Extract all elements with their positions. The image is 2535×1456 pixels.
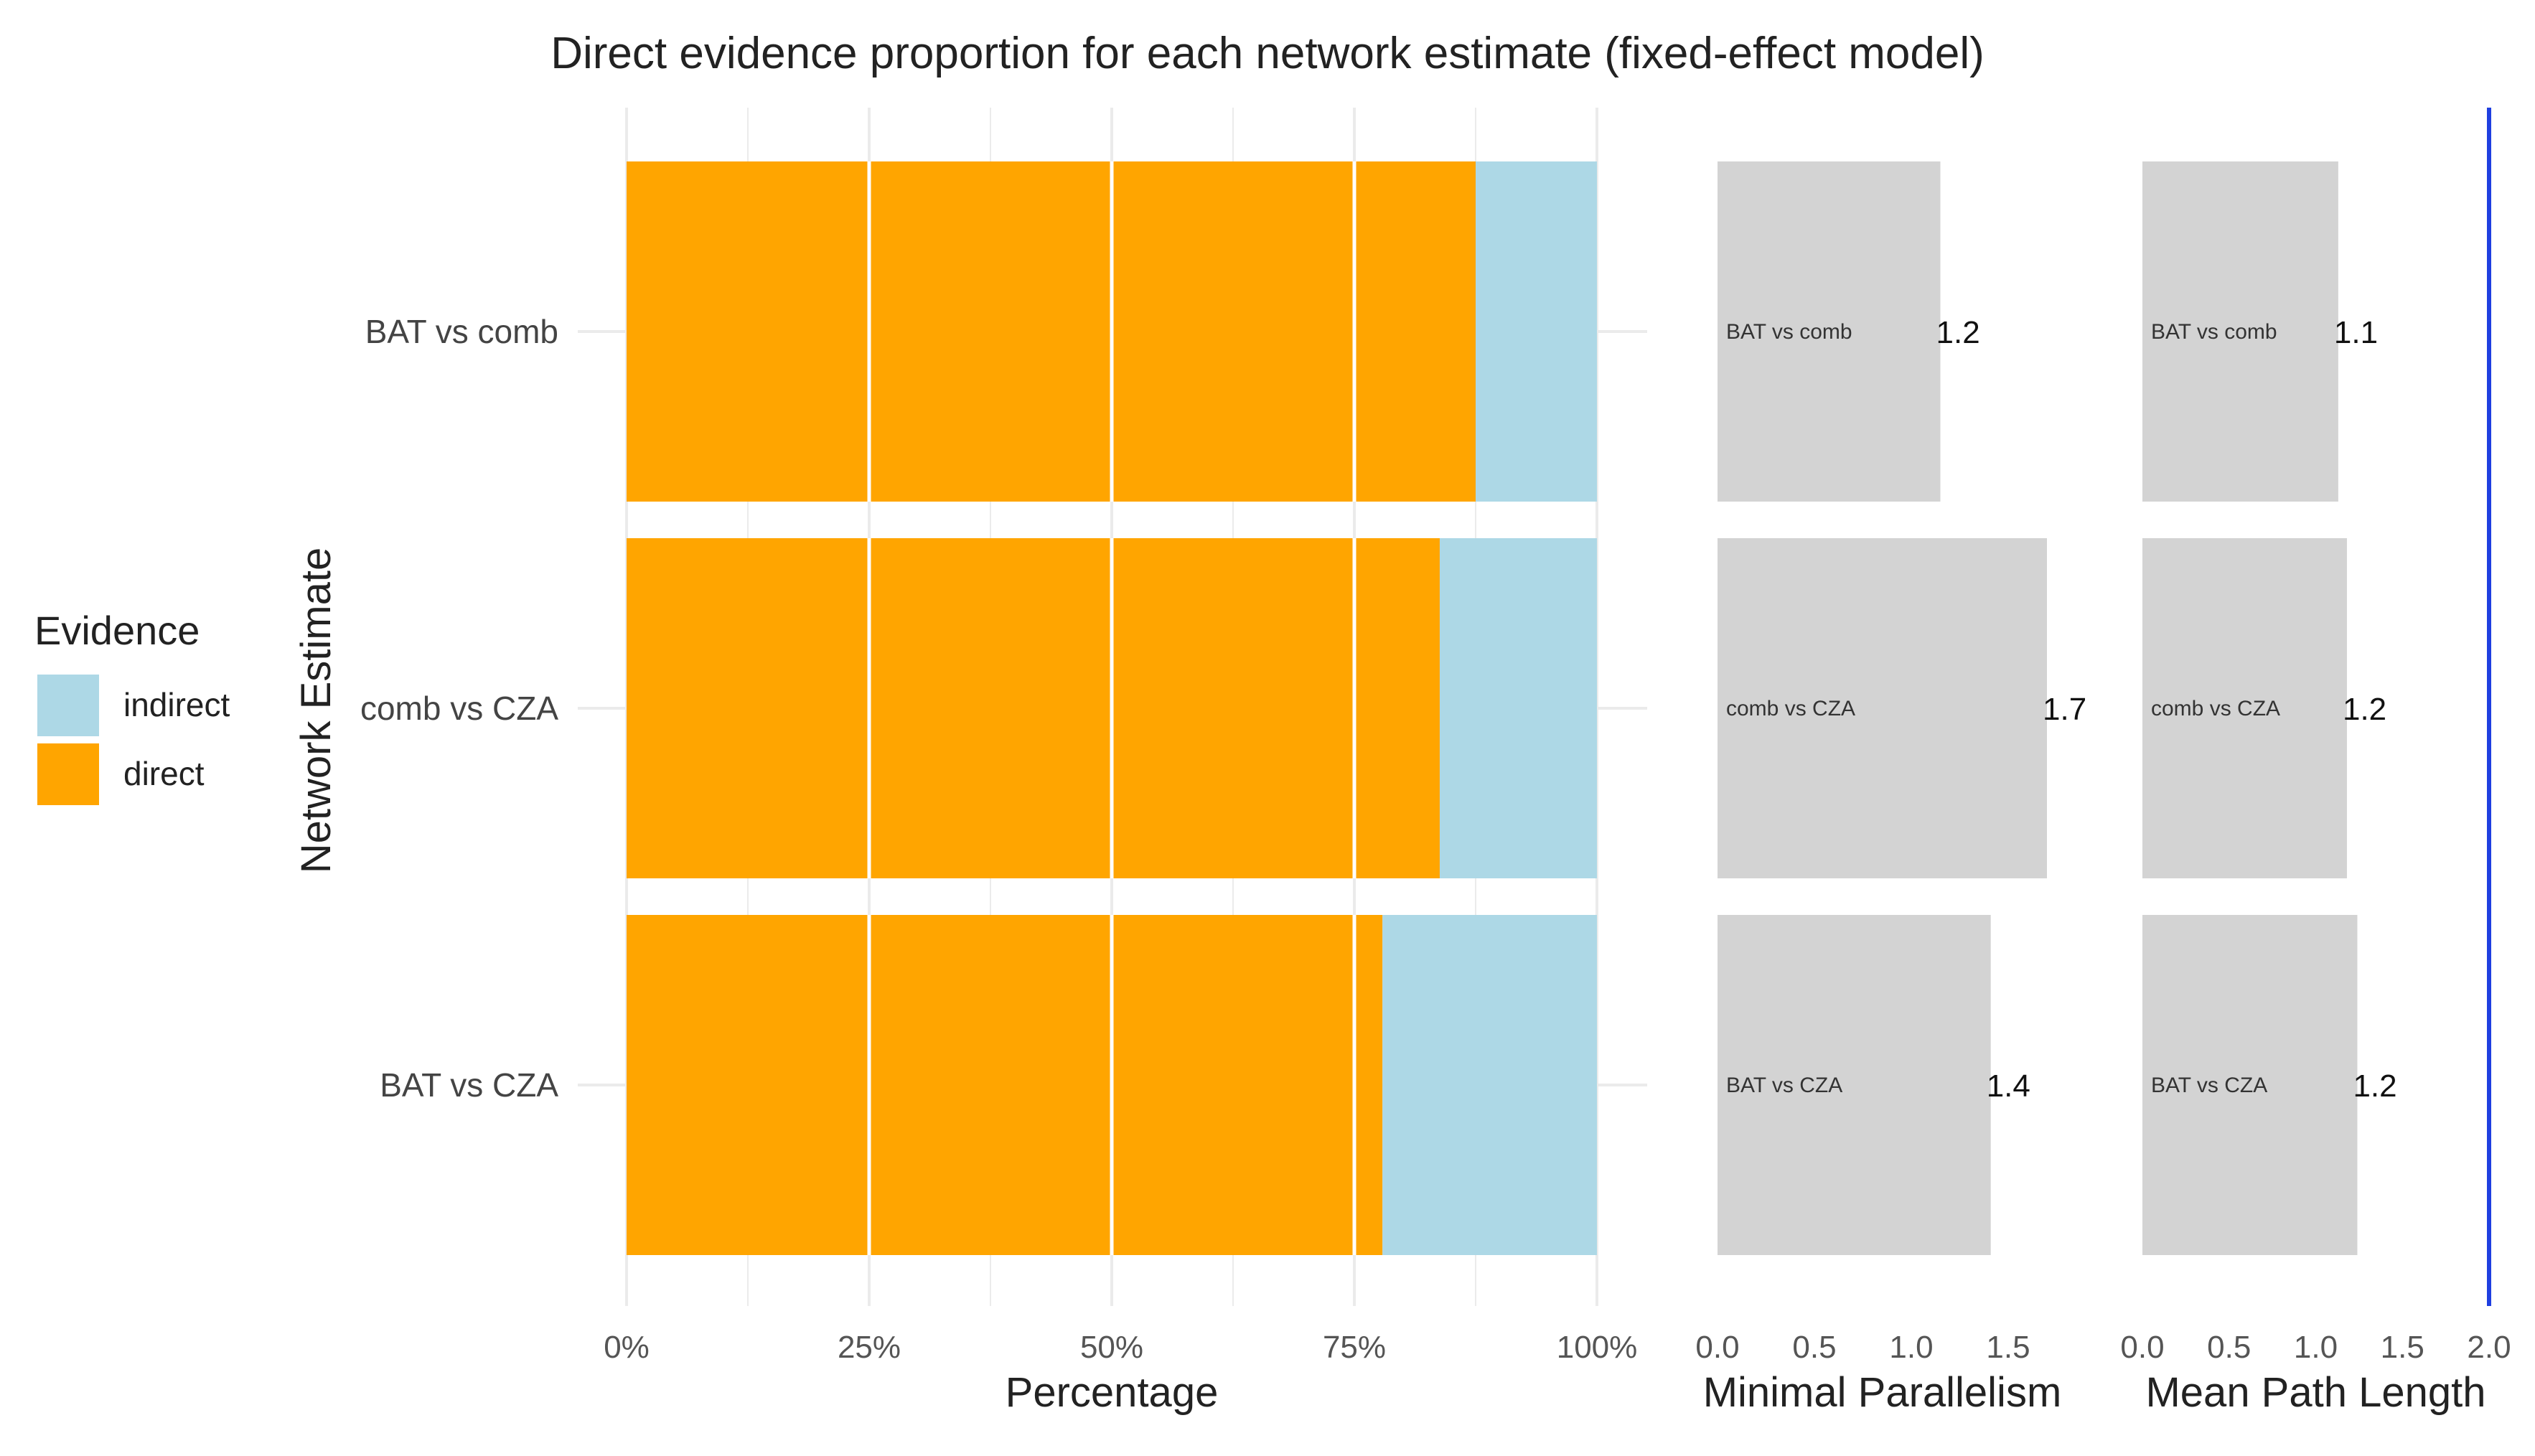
chart-title: Direct evidence proportion for each netw… <box>550 29 1985 78</box>
x-axis-title-minimal-parallelism: Minimal Parallelism <box>1703 1369 2062 1416</box>
x-tick-label-mean-path-length: 1.0 <box>2294 1330 2338 1365</box>
bar-direct-3 <box>627 915 1383 1255</box>
x-tick-label-percentage: 50% <box>1080 1330 1143 1365</box>
bar-inner-label-mean-path-length: BAT vs comb <box>2151 320 2277 344</box>
y-axis-title: Network Estimate <box>293 548 339 873</box>
x-tick-label-minimal-parallelism: 0.5 <box>1792 1330 1836 1365</box>
bar-value-label-mean-path-length: 1.1 <box>2334 315 2378 350</box>
legend-swatch-indirect <box>37 675 99 736</box>
category-label: BAT vs comb <box>365 313 558 350</box>
x-tick-label-mean-path-length: 1.5 <box>2381 1330 2424 1365</box>
legend-label-indirect: indirect <box>123 686 230 723</box>
bar-inner-label-mean-path-length: comb vs CZA <box>2151 697 2280 720</box>
bar-mean-path-length-3 <box>2142 915 2358 1255</box>
legend: Evidence indirect direct <box>34 608 230 805</box>
axes: 0% 25% 50% 75% 100% Percentage 0.0 0.5 1.0 1.5 Min… <box>604 1330 2511 1416</box>
bar-direct-2 <box>627 538 1440 878</box>
bar-inner-label-minimal-parallelism: BAT vs comb <box>1726 320 1852 344</box>
x-tick-label-mean-path-length: 2.0 <box>2467 1330 2511 1365</box>
bar-indirect-3 <box>1382 915 1597 1255</box>
bar-inner-label-minimal-parallelism: comb vs CZA <box>1726 697 1855 720</box>
bar-value-label-mean-path-length: 1.2 <box>2353 1068 2396 1104</box>
category-label: BAT vs CZA <box>380 1066 558 1104</box>
legend-title: Evidence <box>34 608 200 653</box>
bar-minimal-parallelism-1 <box>1718 161 1941 502</box>
legend-swatch-direct <box>37 743 99 805</box>
category-label: comb vs CZA <box>360 690 558 727</box>
bar-inner-label-minimal-parallelism: BAT vs CZA <box>1726 1074 1842 1097</box>
bar-mean-path-length-2 <box>2142 538 2347 878</box>
x-tick-label-minimal-parallelism: 1.5 <box>1986 1330 2030 1365</box>
bar-value-label-minimal-parallelism: 1.7 <box>2043 692 2086 727</box>
bar-minimal-parallelism-2 <box>1718 538 2047 878</box>
bar-labels: BAT vs comb comb vs CZA BAT vs CZA BAT vs c… <box>360 313 2397 1104</box>
x-tick-label-mean-path-length: 0.5 <box>2207 1330 2251 1365</box>
x-tick-label-minimal-parallelism: 1.0 <box>1889 1330 1933 1365</box>
x-tick-label-percentage: 0% <box>604 1330 650 1365</box>
bar-indirect-2 <box>1439 538 1597 878</box>
bar-value-label-mean-path-length: 1.2 <box>2343 692 2386 727</box>
bar-inner-label-mean-path-length: BAT vs CZA <box>2151 1074 2267 1097</box>
x-axis-title-percentage: Percentage <box>1006 1369 1219 1416</box>
legend-label-direct: direct <box>123 755 205 792</box>
x-tick-label-minimal-parallelism: 0.0 <box>1695 1330 1739 1365</box>
x-tick-label-percentage: 75% <box>1323 1330 1386 1365</box>
x-tick-label-percentage: 25% <box>838 1330 901 1365</box>
bar-indirect-1 <box>1476 161 1597 502</box>
bar-value-label-minimal-parallelism: 1.4 <box>1987 1068 2030 1104</box>
bar-direct-1 <box>627 161 1476 502</box>
bar-mean-path-length-1 <box>2142 161 2338 502</box>
x-axis-title-mean-path-length: Mean Path Length <box>2145 1369 2485 1416</box>
bar-value-label-minimal-parallelism: 1.2 <box>1936 315 1980 350</box>
bars <box>627 108 2491 1306</box>
x-tick-label-percentage: 100% <box>1557 1330 1638 1365</box>
bar-minimal-parallelism-3 <box>1718 915 1991 1255</box>
x-tick-label-mean-path-length: 0.0 <box>2120 1330 2164 1365</box>
